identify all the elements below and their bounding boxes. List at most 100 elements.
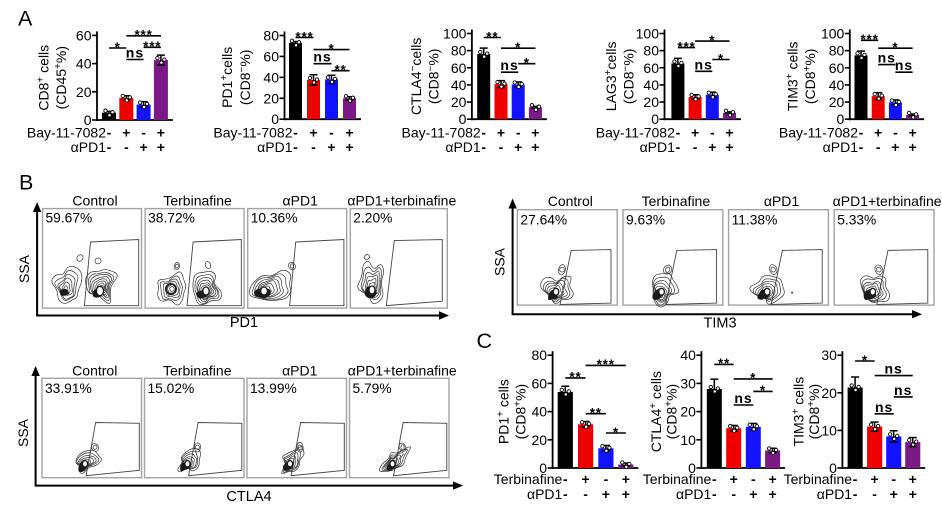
svg-text:-: - bbox=[872, 486, 877, 502]
svg-text:+: + bbox=[909, 125, 917, 141]
svg-text:-: - bbox=[516, 125, 521, 141]
svg-text:+: + bbox=[497, 125, 505, 141]
svg-text:80: 80 bbox=[451, 43, 467, 59]
svg-text:*: * bbox=[709, 33, 715, 48]
svg-text:Control: Control bbox=[548, 193, 593, 209]
svg-text:-: - bbox=[329, 125, 334, 141]
svg-text:**: ** bbox=[569, 370, 581, 385]
svg-text:+: + bbox=[514, 139, 522, 155]
svg-text:-: - bbox=[876, 139, 881, 155]
svg-text:-: - bbox=[712, 471, 717, 487]
svg-text:*: * bbox=[515, 40, 521, 55]
svg-text:+: + bbox=[122, 125, 130, 141]
svg-text:ns: ns bbox=[500, 57, 518, 73]
svg-text:40: 40 bbox=[680, 347, 696, 363]
svg-text:30: 30 bbox=[821, 347, 837, 363]
svg-text:+: + bbox=[909, 471, 917, 487]
svg-text:+: + bbox=[769, 486, 777, 502]
svg-text:Bay-11-7082: Bay-11-7082 bbox=[596, 125, 675, 141]
svg-text:30: 30 bbox=[680, 375, 696, 391]
svg-text:80: 80 bbox=[263, 28, 279, 44]
svg-text:-: - bbox=[604, 471, 609, 487]
svg-text:Control: Control bbox=[72, 192, 117, 208]
svg-text:*: * bbox=[892, 40, 898, 55]
svg-text:**: ** bbox=[486, 29, 498, 44]
svg-text:+: + bbox=[309, 125, 317, 141]
svg-text:+: + bbox=[531, 125, 539, 141]
svg-text:-: - bbox=[893, 125, 898, 141]
svg-text:60: 60 bbox=[263, 48, 279, 64]
svg-text:-: - bbox=[731, 486, 736, 502]
svg-text:60: 60 bbox=[451, 60, 467, 76]
svg-text:+: + bbox=[327, 139, 335, 155]
svg-text:αPD1: αPD1 bbox=[71, 139, 107, 155]
svg-text:13.99%: 13.99% bbox=[250, 381, 297, 396]
svg-text:+: + bbox=[725, 125, 733, 141]
svg-text:80: 80 bbox=[829, 43, 845, 59]
svg-text:60: 60 bbox=[76, 27, 92, 43]
svg-text:ns: ns bbox=[884, 361, 902, 377]
svg-text:40: 40 bbox=[451, 77, 467, 93]
svg-text:+: + bbox=[749, 486, 757, 502]
svg-text:(CD8+%): (CD8+%) bbox=[802, 49, 818, 105]
svg-text:38.72%: 38.72% bbox=[148, 211, 195, 226]
svg-text:***: *** bbox=[597, 357, 615, 372]
svg-text:2.20%: 2.20% bbox=[353, 211, 392, 226]
svg-text:ns: ns bbox=[313, 49, 331, 65]
svg-text:-: - bbox=[710, 125, 715, 141]
svg-text:-: - bbox=[311, 139, 316, 155]
svg-text:-: - bbox=[107, 125, 112, 141]
svg-text:Terbinafine: Terbinafine bbox=[163, 192, 232, 208]
svg-text:-: - bbox=[563, 486, 568, 502]
svg-text:Bay-11-7082: Bay-11-7082 bbox=[402, 125, 481, 141]
svg-text:27.64%: 27.64% bbox=[520, 213, 567, 228]
svg-text:ns: ns bbox=[875, 399, 893, 415]
svg-text:***: *** bbox=[677, 39, 695, 54]
svg-text:+: + bbox=[871, 471, 879, 487]
svg-text:+: + bbox=[691, 125, 699, 141]
svg-text:0: 0 bbox=[459, 111, 467, 127]
svg-text:-: - bbox=[293, 125, 298, 141]
svg-text:αPD1: αPD1 bbox=[823, 139, 859, 155]
svg-text:9.63%: 9.63% bbox=[626, 213, 665, 228]
svg-text:***: *** bbox=[861, 32, 879, 47]
svg-text:Bay-11-7082: Bay-11-7082 bbox=[213, 125, 292, 141]
svg-text:-: - bbox=[712, 486, 717, 502]
svg-text:80: 80 bbox=[643, 43, 659, 59]
svg-text:0: 0 bbox=[271, 111, 279, 127]
svg-text:*: * bbox=[750, 371, 756, 386]
svg-text:15.02%: 15.02% bbox=[148, 381, 195, 396]
svg-text:-: - bbox=[481, 139, 486, 155]
svg-text:0: 0 bbox=[837, 111, 845, 127]
svg-text:+: + bbox=[345, 125, 353, 141]
svg-text:20: 20 bbox=[643, 94, 659, 110]
svg-text:*: * bbox=[862, 353, 868, 368]
svg-text:0: 0 bbox=[651, 111, 659, 127]
svg-text:Terbinafine: Terbinafine bbox=[643, 471, 712, 487]
svg-text:5.79%: 5.79% bbox=[353, 381, 392, 396]
svg-text:80: 80 bbox=[532, 347, 548, 363]
svg-text:-: - bbox=[481, 125, 486, 141]
svg-text:-: - bbox=[676, 139, 681, 155]
svg-text:*: * bbox=[718, 51, 724, 66]
svg-text:(CD8−%): (CD8−%) bbox=[426, 49, 442, 105]
svg-text:Control: Control bbox=[72, 363, 117, 379]
svg-text:ns: ns bbox=[894, 382, 912, 398]
svg-text:33.91%: 33.91% bbox=[45, 381, 92, 396]
svg-text:αPD1: αPD1 bbox=[283, 192, 319, 208]
svg-text:-: - bbox=[853, 471, 858, 487]
svg-text:-: - bbox=[563, 471, 568, 487]
svg-text:***: *** bbox=[143, 39, 161, 54]
svg-text:αPD1: αPD1 bbox=[640, 139, 676, 155]
svg-text:+: + bbox=[769, 471, 777, 487]
svg-text:+: + bbox=[140, 139, 148, 155]
svg-text:+: + bbox=[730, 471, 738, 487]
svg-text:αPD1: αPD1 bbox=[527, 486, 563, 502]
svg-text:CD8+ cells: CD8+ cells bbox=[36, 45, 52, 111]
svg-text:**: ** bbox=[590, 406, 602, 421]
svg-text:5.33%: 5.33% bbox=[837, 213, 876, 228]
svg-text:+: + bbox=[708, 139, 716, 155]
svg-text:20: 20 bbox=[829, 94, 845, 110]
svg-text:40: 40 bbox=[829, 77, 845, 93]
svg-text:αPD1+terbinafine: αPD1+terbinafine bbox=[833, 193, 942, 209]
